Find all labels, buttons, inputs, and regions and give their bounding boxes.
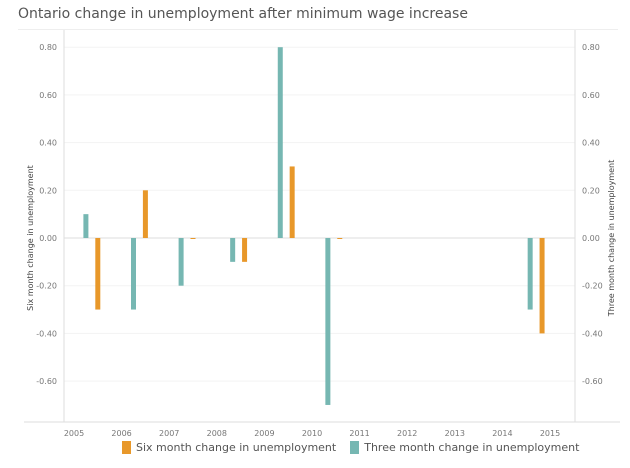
y-tick-label-right: 0.40	[582, 139, 600, 148]
y-tick-label-right: 0.00	[582, 234, 600, 243]
bar-six-month	[190, 238, 196, 239]
bar-three-month	[83, 214, 89, 238]
bar-three-month	[277, 47, 283, 239]
y-tick-label-left: 0.20	[39, 186, 57, 195]
bar-six-month	[142, 190, 148, 238]
chart-title: Ontario change in unemployment after min…	[18, 6, 468, 22]
x-tick-label: 2007	[159, 429, 179, 438]
x-tick-label: 2013	[445, 429, 465, 438]
legend-label-three-month: Three month change in unemployment	[364, 441, 580, 454]
bar-three-month	[131, 238, 136, 310]
x-tick-label: 2010	[302, 429, 322, 438]
y-tick-label-left: 0.00	[39, 234, 57, 243]
y-tick-label-left: 0.40	[39, 139, 57, 148]
y-axis-title-left: Six month change in unemployment	[26, 165, 35, 311]
y-tick-label-right: 0.80	[582, 43, 600, 52]
y-tick-label-right: 0.20	[582, 186, 600, 195]
y-tick-label-right: -0.60	[582, 377, 603, 386]
x-tick-label: 2005	[64, 429, 84, 438]
legend-item-six-month[interactable]: Six month change in unemployment	[122, 441, 336, 454]
y-tick-label-left: -0.60	[36, 377, 57, 386]
x-tick-label: 2014	[492, 429, 512, 438]
legend-swatch-three-month	[350, 441, 360, 454]
title-divider	[18, 29, 618, 30]
bar-six-month	[242, 238, 248, 262]
y-tick-label-right: 0.60	[582, 91, 600, 100]
y-tick-label-left: 0.60	[39, 91, 57, 100]
x-tick-label: 2012	[397, 429, 417, 438]
bar-three-month	[230, 238, 236, 262]
x-tick-label: 2015	[540, 429, 560, 438]
y-axis-title-right: Three month change in unemployment	[607, 160, 616, 318]
legend: Six month change in unemployment Three m…	[122, 441, 579, 454]
y-tick-label-left: -0.40	[36, 329, 57, 338]
y-tick-label-left: 0.80	[39, 43, 57, 52]
bar-six-month	[539, 238, 545, 334]
bar-three-month	[178, 238, 184, 286]
legend-label-six-month: Six month change in unemployment	[136, 441, 337, 454]
y-tick-label-right: -0.20	[582, 282, 603, 291]
bar-six-month	[337, 238, 343, 239]
x-tick-label: 2011	[349, 429, 369, 438]
bar-six-month	[95, 238, 101, 310]
bar-three-month	[325, 238, 331, 405]
y-tick-label-right: -0.40	[582, 329, 603, 338]
legend-swatch-six-month	[122, 441, 131, 454]
x-tick-label: 2009	[254, 429, 274, 438]
bar-six-month	[289, 166, 295, 238]
x-tick-label: 2008	[207, 429, 227, 438]
legend-item-three-month[interactable]: Three month change in unemployment	[350, 441, 579, 454]
y-tick-label-left: -0.20	[36, 282, 57, 291]
x-tick-label: 2006	[111, 429, 131, 438]
bar-three-month	[527, 238, 533, 310]
